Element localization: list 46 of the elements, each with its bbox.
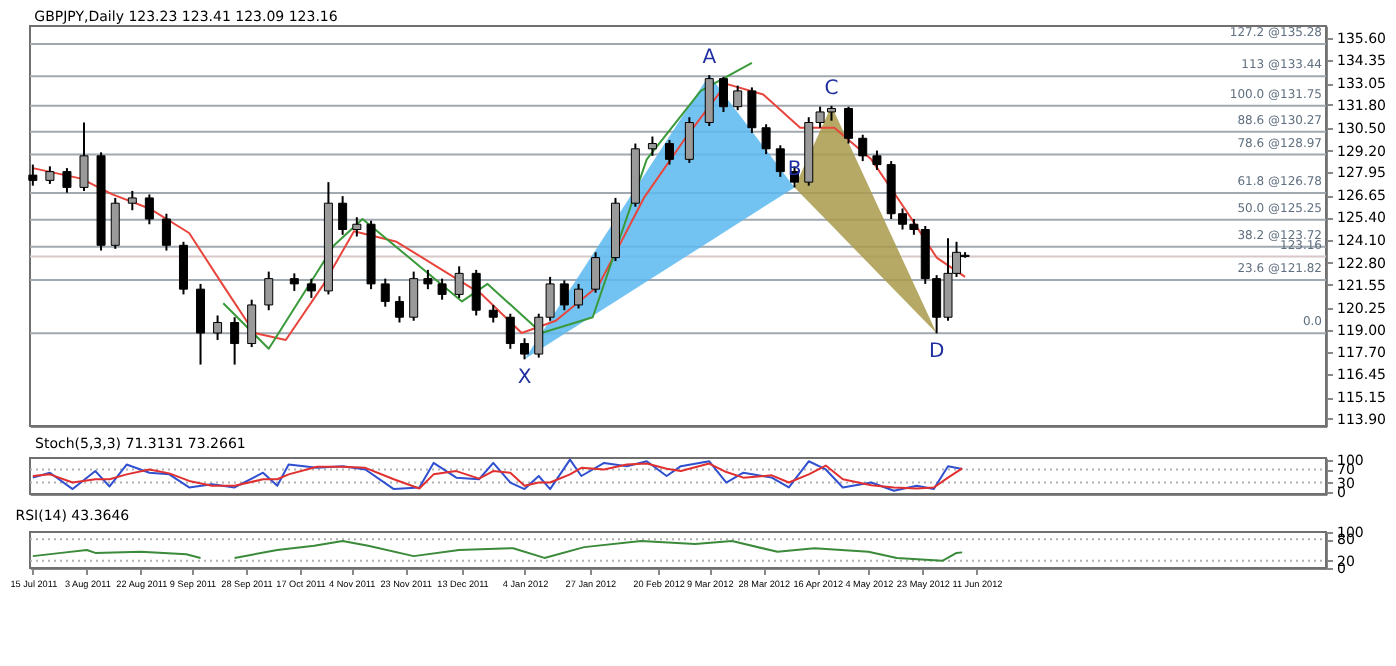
candlestick: [684, 116, 694, 164]
candlestick: [79, 121, 89, 192]
candlestick: [62, 167, 72, 194]
candlestick: [380, 277, 390, 308]
candlestick: [28, 163, 38, 187]
candlestick: [761, 123, 771, 156]
annotation: C: [824, 77, 839, 100]
candlestick: [454, 265, 464, 299]
candlestick: [520, 337, 530, 361]
candlestick: [733, 84, 743, 112]
candlestick: [559, 279, 569, 312]
candlestick: [647, 135, 657, 157]
candlestick: [110, 196, 120, 250]
candlestick: [352, 216, 362, 238]
candlestick: [127, 189, 137, 212]
candlestick: [338, 195, 348, 236]
candlestick: [423, 268, 433, 291]
candlestick: [264, 270, 274, 312]
candlestick: [471, 268, 481, 317]
candlestick: [178, 240, 188, 296]
candlestick: [505, 312, 515, 350]
annotation: D: [928, 341, 945, 364]
candlestick: [591, 251, 601, 294]
candlestick: [247, 298, 257, 349]
candlestick: [844, 105, 854, 145]
annotation: X: [517, 367, 532, 390]
line-series: [222, 61, 753, 350]
candlestick: [747, 86, 757, 135]
candlestick: [664, 139, 674, 166]
candlestick: [574, 282, 584, 310]
annotation: B: [787, 159, 802, 182]
candlestick: [437, 277, 447, 301]
candlestick: [858, 133, 868, 163]
candlestick: [306, 277, 316, 299]
candlestick: [775, 144, 785, 178]
annotation: A: [702, 47, 717, 70]
candlestick: [718, 75, 728, 113]
candlestick: [704, 74, 714, 127]
candlestick: [161, 212, 171, 252]
candlestick: [230, 316, 240, 366]
candlestick: [213, 314, 223, 342]
candlestick: [394, 295, 404, 324]
candlestick: [409, 270, 419, 322]
candlestick: [872, 149, 882, 171]
candlestick: [144, 193, 154, 226]
candlestick: [196, 282, 206, 366]
